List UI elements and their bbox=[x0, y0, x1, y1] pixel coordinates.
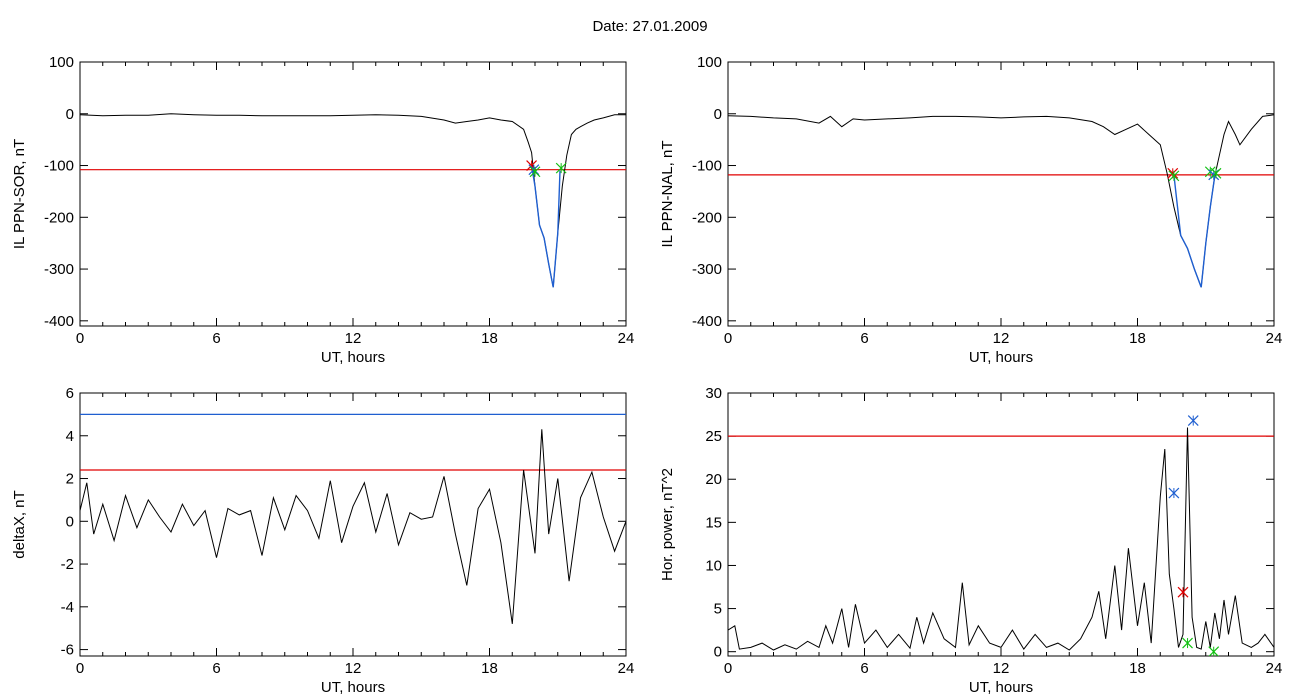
x-axis-label: UT, hours bbox=[321, 679, 385, 696]
event-marker bbox=[1168, 487, 1180, 499]
x-tick-label: 0 bbox=[76, 330, 84, 347]
y-tick-label: -400 bbox=[692, 313, 722, 330]
y-tick-label: 100 bbox=[697, 54, 722, 71]
y-tick-label: -6 bbox=[61, 642, 74, 659]
x-tick-label: 24 bbox=[1266, 660, 1283, 677]
x-tick-label: 12 bbox=[993, 330, 1010, 347]
x-tick-label: 6 bbox=[212, 660, 220, 677]
x-tick-label: 0 bbox=[724, 660, 732, 677]
y-tick-label: -200 bbox=[692, 209, 722, 226]
event-marker bbox=[1168, 170, 1180, 182]
chart-panel-4: 0 6 12 18 24 30 25 20 15 10 5 0 UT, hours Hor. power,… bbox=[659, 385, 1282, 696]
series-line-1 bbox=[80, 429, 626, 624]
plot-area bbox=[80, 113, 626, 288]
x-tick-label: 24 bbox=[1266, 330, 1283, 347]
y-tick-label: 20 bbox=[705, 471, 722, 488]
plot-area bbox=[80, 413, 626, 624]
chart-panel-2: 0 6 12 18 24 100 0 -100 -200 -300 -400 UT, hours IL … bbox=[659, 54, 1282, 366]
date-title: Date: 27.01.2009 bbox=[592, 18, 708, 35]
plot-frame bbox=[79, 61, 627, 327]
x-tick-label: 18 bbox=[1129, 330, 1146, 347]
series-line-2 bbox=[530, 165, 561, 288]
y-tick-label: 0 bbox=[714, 106, 722, 123]
series-line-1 bbox=[80, 113, 626, 288]
x-tick-label: 24 bbox=[618, 660, 635, 677]
y-tick-label: -300 bbox=[692, 261, 722, 278]
event-marker bbox=[555, 162, 567, 174]
y-tick-label: -400 bbox=[44, 313, 74, 330]
chart-panel-1: 0 6 12 18 24 100 0 -100 -200 -300 -400 UT, hours IL … bbox=[11, 54, 634, 366]
y-tick-label: 15 bbox=[705, 514, 722, 531]
plot-frame bbox=[727, 61, 1275, 327]
series-line-1 bbox=[728, 114, 1274, 288]
y-axis-label: deltaX, nT bbox=[11, 490, 28, 558]
x-axis-label: UT, hours bbox=[321, 349, 385, 366]
x-tick-label: 6 bbox=[212, 330, 220, 347]
y-tick-label: 5 bbox=[714, 601, 722, 618]
y-tick-label: 2 bbox=[66, 471, 74, 488]
event-marker bbox=[1208, 646, 1220, 656]
y-tick-label: 25 bbox=[705, 428, 722, 445]
x-tick-label: 18 bbox=[1129, 660, 1146, 677]
x-tick-label: 12 bbox=[345, 660, 362, 677]
event-marker bbox=[1210, 167, 1222, 179]
y-tick-label: 6 bbox=[66, 385, 74, 402]
x-tick-label: 0 bbox=[76, 660, 84, 677]
x-axis-label: UT, hours bbox=[969, 679, 1033, 696]
x-tick-label: 12 bbox=[993, 660, 1010, 677]
y-tick-label: 4 bbox=[66, 428, 74, 445]
plot-area bbox=[728, 114, 1274, 288]
y-tick-label: -200 bbox=[44, 209, 74, 226]
event-marker bbox=[529, 166, 541, 178]
x-tick-label: 0 bbox=[724, 330, 732, 347]
series-line-1 bbox=[728, 427, 1274, 651]
y-tick-label: -100 bbox=[44, 158, 74, 175]
x-tick-label: 18 bbox=[481, 660, 498, 677]
event-marker bbox=[1187, 415, 1199, 427]
series-line-2 bbox=[1173, 174, 1216, 288]
y-tick-label: -2 bbox=[61, 556, 74, 573]
x-tick-label: 18 bbox=[481, 330, 498, 347]
event-marker bbox=[1177, 586, 1189, 598]
plot-area bbox=[728, 415, 1274, 656]
y-tick-label: 0 bbox=[66, 513, 74, 530]
chart-panel-3: 0 6 12 18 24 6 4 2 0 -2 -4 -6 UT, hours deltaX, nT bbox=[11, 385, 634, 696]
y-tick-label: 10 bbox=[705, 557, 722, 574]
x-tick-label: 12 bbox=[345, 330, 362, 347]
x-tick-label: 6 bbox=[860, 330, 868, 347]
y-axis-label: IL PPN-SOR, nT bbox=[11, 139, 28, 249]
x-axis-label: UT, hours bbox=[969, 349, 1033, 366]
y-tick-label: -4 bbox=[61, 599, 74, 616]
plot-frame bbox=[79, 392, 627, 657]
y-tick-label: 0 bbox=[66, 106, 74, 123]
y-tick-label: 30 bbox=[705, 385, 722, 402]
y-axis-label: IL PPN-NAL, nT bbox=[659, 141, 676, 248]
y-tick-label: -100 bbox=[692, 158, 722, 175]
x-tick-label: 24 bbox=[618, 330, 635, 347]
x-tick-label: 6 bbox=[860, 660, 868, 677]
event-marker bbox=[1182, 637, 1193, 649]
y-tick-label: 0 bbox=[714, 644, 722, 661]
y-tick-label: 100 bbox=[49, 54, 74, 71]
y-axis-label: Hor. power, nT^2 bbox=[659, 468, 676, 581]
y-tick-label: -300 bbox=[44, 261, 74, 278]
